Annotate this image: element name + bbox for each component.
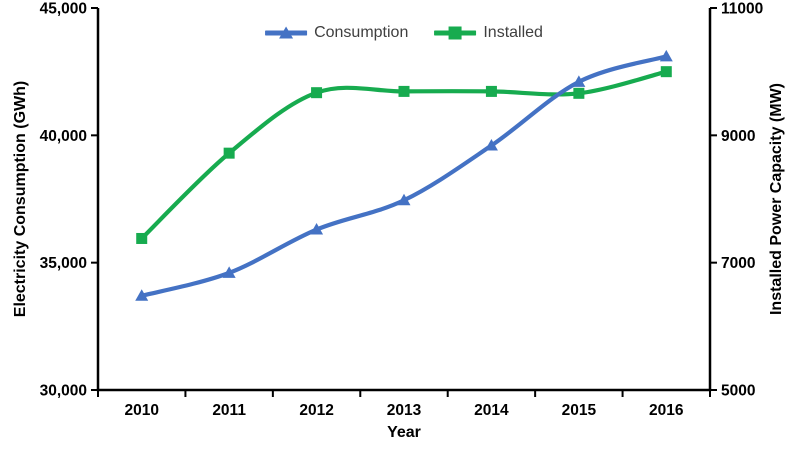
- y-axis-right-tick-label: 9000: [721, 128, 755, 145]
- data-point-installed-2014: [485, 85, 497, 97]
- data-point-installed-2015: [573, 87, 585, 99]
- data-point-consumption-2011: [222, 266, 236, 278]
- data-point-consumption-2014: [484, 139, 498, 151]
- legend: Consumption Installed: [265, 25, 543, 41]
- y-axis-left-tick-label: 30,000: [40, 383, 87, 400]
- y-axis-right-tick-label: 7000: [721, 255, 755, 272]
- y-axis-right-tick-label: 11000: [721, 1, 763, 18]
- legend-item-consumption: Consumption: [265, 25, 408, 41]
- x-axis-tick-label: 2011: [212, 402, 246, 419]
- x-axis-tick-label: 2015: [562, 402, 597, 419]
- data-point-installed-2013: [398, 85, 410, 97]
- y-axis-left-tick-label: 40,000: [40, 128, 87, 145]
- data-point-installed-2012: [311, 87, 323, 99]
- x-axis-tick-label: 2016: [649, 402, 684, 419]
- data-point-consumption-2015: [572, 75, 586, 87]
- data-point-consumption-2012: [310, 223, 324, 235]
- x-axis-tick-label: 2010: [124, 402, 158, 419]
- legend-item-installed: Installed: [434, 25, 543, 41]
- y-axis-right-tick-label: 5000: [721, 383, 755, 400]
- x-axis-tick-label: 2012: [299, 402, 333, 419]
- data-point-consumption-2016: [659, 49, 673, 62]
- x-axis-title: Year: [387, 424, 421, 441]
- data-point-consumption-2013: [397, 193, 411, 206]
- y-axis-left-tick-label: 45,000: [40, 1, 87, 18]
- data-point-installed-2011: [223, 147, 235, 159]
- y-axis-left-tick-label: 35,000: [40, 255, 87, 272]
- data-point-installed-2010: [136, 232, 148, 244]
- x-axis-tick-label: 2014: [474, 402, 509, 419]
- legend-label-installed: Installed: [483, 24, 543, 41]
- x-axis-tick-label: 2013: [387, 402, 422, 419]
- installed-line-square-swatch: [434, 26, 477, 40]
- consumption-line-triangle-swatch: [265, 26, 308, 39]
- legend-label-consumption: Consumption: [314, 24, 409, 41]
- data-point-consumption-2010: [135, 289, 149, 301]
- data-point-installed-2016: [660, 66, 672, 78]
